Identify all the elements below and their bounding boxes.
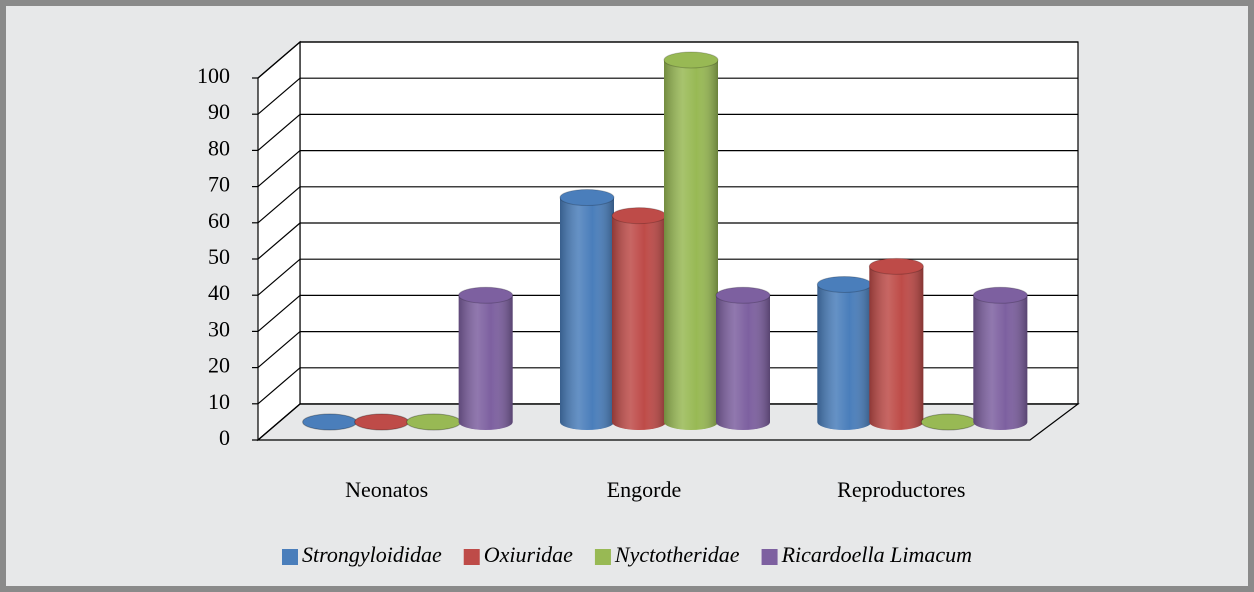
grid-line <box>257 294 301 332</box>
grid-line <box>257 258 301 296</box>
legend-swatch <box>281 549 298 565</box>
grid-line <box>257 186 301 224</box>
grid-line <box>257 41 301 79</box>
bar-top <box>611 207 667 225</box>
bar-top <box>458 286 514 304</box>
grid-line <box>257 403 301 441</box>
y-tick-label: 70 <box>208 172 230 197</box>
grid-line <box>257 113 301 151</box>
bar-shade <box>973 295 1028 430</box>
bar-shade <box>716 295 770 430</box>
bar-shade <box>664 60 718 430</box>
legend-label: Ricardoella Limacum <box>781 542 972 567</box>
bar-top <box>868 257 924 275</box>
y-tick-label: 0 <box>219 425 230 450</box>
bar-shade <box>817 284 872 430</box>
y-tick-label: 60 <box>208 208 230 233</box>
grid-line <box>257 331 301 369</box>
legend-label: Nyctotheridae <box>614 542 740 567</box>
x-tick-label: Engorde <box>607 477 682 502</box>
bar-shade <box>458 295 513 430</box>
bar-top <box>715 286 771 304</box>
bar <box>302 413 358 431</box>
y-tick-label: 10 <box>208 389 230 414</box>
bar-shade <box>560 197 614 430</box>
bar-top <box>816 275 872 293</box>
y-tick-label: 80 <box>208 135 230 160</box>
grid-line <box>257 77 301 115</box>
x-tick-label: Reproductores <box>837 477 965 502</box>
legend-swatch <box>463 549 480 565</box>
y-tick-label: 50 <box>208 244 230 269</box>
y-tick-label: 40 <box>208 280 230 305</box>
legend-swatch <box>761 549 778 565</box>
grid-line <box>257 150 301 188</box>
bar-top <box>559 189 615 207</box>
y-tick-label: 100 <box>197 63 230 88</box>
bar <box>354 413 410 431</box>
x-tick-label: Neonatos <box>345 477 428 502</box>
legend-label: Oxiuridae <box>484 542 573 567</box>
y-tick-label: 90 <box>208 99 230 124</box>
y-tick-label: 30 <box>208 316 230 341</box>
bar-top <box>663 51 719 69</box>
bar-shade <box>869 266 924 430</box>
bar-top <box>972 286 1028 304</box>
legend-swatch <box>594 549 611 565</box>
bar-shade <box>612 215 666 430</box>
y-tick-label: 20 <box>208 353 230 378</box>
grid-line <box>257 222 301 260</box>
bar <box>920 413 976 431</box>
grid-line <box>257 367 301 405</box>
legend-label: Strongyloididae <box>302 542 442 567</box>
bar <box>406 413 462 431</box>
